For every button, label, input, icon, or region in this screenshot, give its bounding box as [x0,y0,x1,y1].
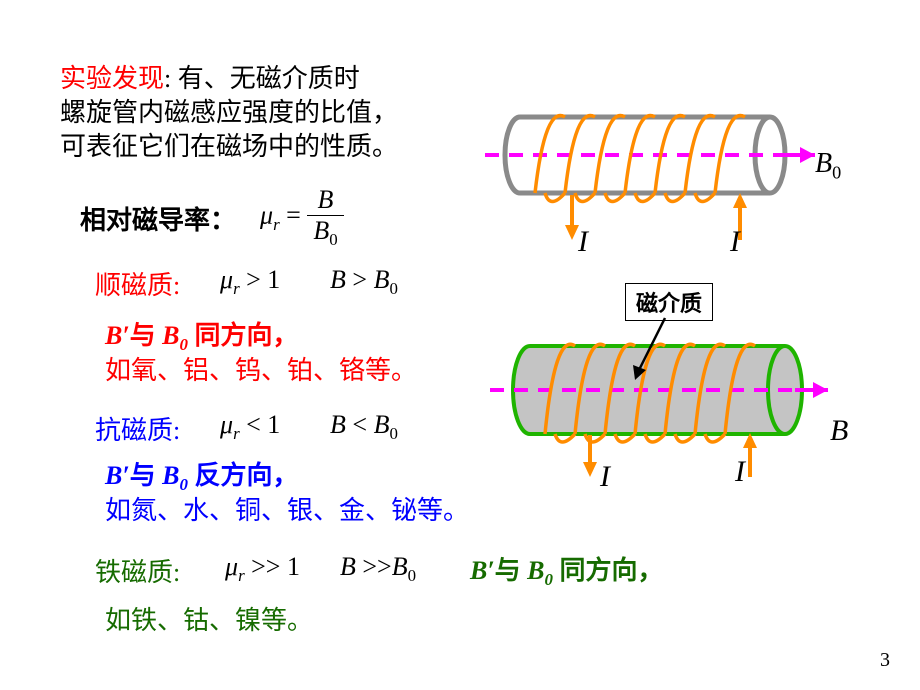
physics-slide: 实验发现: 有、无磁介质时 螺旋管内磁感应强度的比值， 可表征它们在磁场中的性质… [0,0,920,690]
intro-line2: 螺旋管内磁感应强度的比值， [60,96,398,130]
ferro-cond1: μr >> 1 [225,552,300,586]
ferro-examples: 如铁、钴、镍等。 [105,600,313,637]
permeability-formula: μr = B B0 [260,185,344,250]
dia-cond1: μr < 1 [220,410,280,444]
solenoid-vacuum-diagram [460,95,840,255]
d2-I-left: I [600,460,610,494]
d1-I-right: I [730,225,740,259]
ferro-row: 铁磁质: [95,552,180,589]
page-number: 3 [880,649,890,672]
para-name: 顺磁质 [95,271,173,300]
medium-pointer-arrow [600,310,700,390]
diamagnetic-row: 抗磁质: [95,410,180,447]
d2-I-right: I [735,455,745,489]
ferro-direction: B′与 B0 同方向， [470,550,663,590]
dia-name: 抗磁质 [95,416,173,445]
dia-cond2: B < B0 [330,410,398,444]
d1-I-left: I [578,225,588,259]
dia-examples: 如氮、水、铜、银、金、铋等。 [105,490,469,527]
para-cond1: μr > 1 [220,265,280,299]
intro-block: 实验发现: 有、无磁介质时 螺旋管内磁感应强度的比值， 可表征它们在磁场中的性质… [60,62,398,163]
intro-rest1: 有、无磁介质时 [171,64,360,93]
paramagnetic-row: 顺磁质: [95,265,180,302]
permeability-label: 相对磁导率： [80,200,236,237]
intro-line3: 可表征它们在磁场中的性质。 [60,130,398,164]
para-cond2: B > B0 [330,265,398,299]
d2-B-label: B [830,414,920,448]
ferro-cond2: B >>B0 [340,552,416,586]
intro-highlight: 实验发现 [60,64,164,93]
para-examples: 如氧、铝、钨、铂、铬等。 [105,350,417,387]
ferro-name: 铁磁质 [95,558,173,587]
d1-B-label: B0 [815,148,920,184]
